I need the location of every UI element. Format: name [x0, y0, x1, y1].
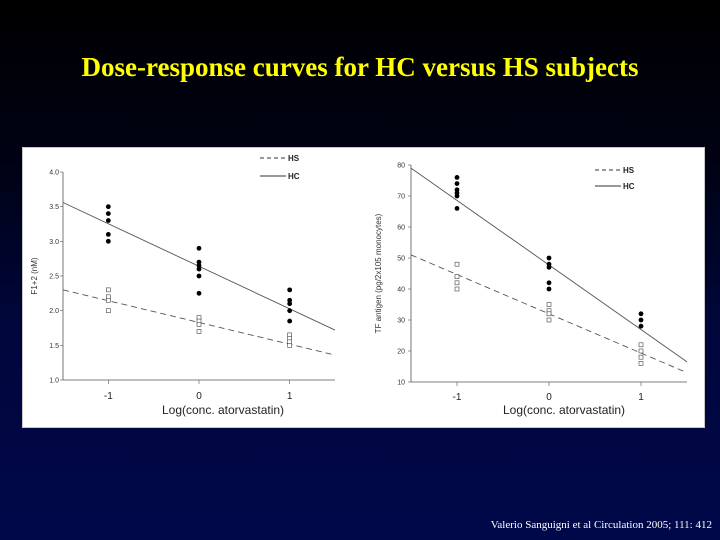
chart1-legend-label-hs: HS	[288, 154, 300, 163]
chart2-hc-point	[546, 264, 552, 270]
chart1-hc-point	[287, 287, 293, 293]
chart2-y-tick-label: 70	[397, 194, 405, 201]
chart2-x-tick-label: 0	[546, 392, 552, 403]
chart1-hs-point	[106, 287, 111, 293]
chart2-hs-point	[638, 354, 644, 360]
chart1-y-tick-label: 3.5	[49, 204, 59, 211]
chart1-hc-point	[287, 301, 293, 307]
chart2-hc-point	[454, 206, 460, 211]
chart1-x-tick-label: 0	[196, 391, 202, 402]
chart2-legend-label-hs: HS	[623, 166, 635, 175]
chart2-y-tick-label: 20	[397, 349, 405, 356]
chart1-hc-point	[196, 266, 202, 272]
chart2-x-axis-title: Log(conc. atorvastatin)	[503, 403, 625, 417]
chart2-hs-point	[454, 286, 460, 292]
chart2-y-tick-label: 30	[397, 318, 405, 325]
chart1-hc-point	[287, 318, 293, 324]
chart1-hc-point	[196, 259, 202, 265]
chart2-y-tick-label: 60	[397, 225, 405, 232]
chart2-hs-point	[638, 342, 644, 348]
chart1-hc-point	[196, 245, 202, 251]
chart1-hc-point	[196, 263, 202, 268]
chart1-x-tick-label: 1	[287, 391, 293, 402]
chart2-hs-point	[546, 302, 552, 307]
chart1-hs-point	[106, 308, 111, 313]
chart2-hc-point	[638, 311, 644, 317]
chart1-hc-point	[287, 297, 293, 303]
chart2-hc-point	[638, 323, 644, 329]
chart1-x-axis-title: Log(conc. atorvastatin)	[162, 403, 284, 417]
chart1-y-tick-label: 4.0	[49, 170, 59, 177]
chart2-hs-point	[546, 317, 552, 323]
chart1-hc-point	[196, 290, 202, 296]
chart1-hs-point	[196, 329, 202, 334]
chart1-x-tick-label: -1	[104, 391, 113, 402]
chart2-x-tick-label: -1	[453, 392, 462, 403]
chart1-hs-point	[196, 322, 202, 327]
chart2-hs-point	[454, 280, 460, 286]
chart2-hc-point	[454, 181, 460, 186]
chart2-hs-point	[638, 348, 644, 354]
chart1-y-axis-title: F1+2 (nM)	[30, 257, 39, 294]
chart2-y-tick-label: 80	[397, 163, 405, 170]
chart2-hc-point	[638, 317, 644, 323]
chart1-hc-point	[105, 211, 111, 216]
chart2-hc-point	[546, 280, 552, 286]
chart2-hs-point	[546, 311, 552, 317]
chart1-legend-label-hc: HC	[288, 172, 300, 181]
chart1-hc-point	[105, 232, 111, 237]
chart2-y-tick-label: 50	[397, 256, 405, 263]
chart1-y-tick-label: 1.5	[49, 343, 59, 350]
chart1-hc-point	[196, 273, 202, 279]
chart1-hs-point	[106, 297, 111, 303]
chart2-hs-point	[454, 274, 460, 279]
chart2-hc-point	[454, 175, 460, 180]
chart1-hc-point	[105, 204, 111, 210]
chart2-legend-label-hc: HC	[623, 182, 635, 191]
chart2-y-tick-label: 10	[397, 380, 405, 387]
chart1-y-tick-label: 2.0	[49, 308, 59, 315]
chart2-hc-point	[454, 193, 460, 199]
chart1-hc-point	[287, 308, 293, 314]
chart1-y-tick-label: 1.0	[49, 378, 59, 385]
chart2-hc-point	[546, 255, 552, 261]
citation: Valerio Sanguigni et al Circulation 2005…	[490, 519, 712, 531]
chart1-hc-point	[105, 238, 111, 244]
chart2-hs-point	[454, 261, 460, 267]
chart2-y-axis-title: TF antigen (pg/2x105 monocytes)	[374, 213, 383, 333]
chart1-y-tick-label: 2.5	[49, 274, 59, 281]
chart1-y-tick-label: 3.0	[49, 239, 59, 246]
chart1-hs-point	[287, 343, 292, 348]
chart2-hs-point	[638, 361, 644, 366]
slide-title: Dose-response curves for HC versus HS su…	[81, 52, 639, 82]
chart2-x-tick-label: 1	[638, 392, 644, 403]
chart2-y-tick-label: 40	[397, 287, 405, 294]
chart1-hc-point	[105, 218, 111, 223]
chart-figure-panel: 1.0 1.5 2.0 2.5 3.0 3.5 4.0 -1 0 1 Log(conc. atorv…	[22, 147, 705, 428]
chart2-hc-point	[546, 286, 552, 292]
